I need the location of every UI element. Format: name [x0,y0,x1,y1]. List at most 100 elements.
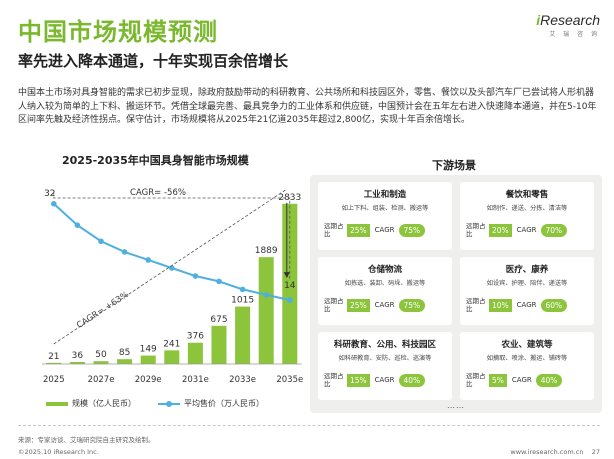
cagr-scale-line [53,189,287,345]
scenario-items: 如设宾、护理、陪伴、递送等 [486,280,568,287]
legend-line-item: 平均售价（万人民币） [158,398,264,409]
legend-bar-item: 规模（亿人民币） [46,398,136,409]
scenario-items: 如摘取、喷涂、搬运、铺砖等 [486,355,568,362]
share-value: 25% [347,223,370,237]
share-label: 远期占比 [466,372,486,388]
scenario-metrics: 远期占比 20% CAGR 70% [466,222,568,238]
share-label: 远期占比 [466,222,486,238]
price-point [287,297,293,303]
cagr-label: CAGR [516,301,537,309]
bar-value-label: 1889 [255,246,278,256]
scenario-title: 餐饮和零售 [505,190,549,200]
price-point [121,249,128,255]
bar-value-label: 376 [187,332,204,342]
bar [258,257,274,364]
price-point [98,238,104,245]
scenario-card: 农业、建筑等 如摘取、喷涂、搬运、铺砖等 远期占比 5% CAGR 40% [460,332,594,400]
scenario-metrics: 远期占比 5% CAGR 40% [466,372,563,388]
footer-divider [18,425,600,426]
price-point [169,265,175,271]
source-note: 来源：专家访谈、艾瑞研究院自主研究及绘制。 [18,436,155,444]
cagr-label: CAGR [374,226,395,234]
copyright: ©2025.10 iResearch Inc. [18,448,99,456]
cagr-value: 70% [540,223,568,237]
downstream-title: 下游场景 [432,159,476,172]
bar-value-label: 85 [119,348,130,358]
price-point [51,201,57,207]
share-label: 远期占比 [324,222,344,238]
scenario-card: 仓储物流 如拣选、装卸、码垛、搬运等 远期占比 25% CAGR 75% [318,257,452,325]
scenario-card: 科研教育、公用、科技园区 如科研教育、安防、巡检、巡演等 远期占比 15% CA… [318,332,452,400]
price-value-label: 32 [44,189,55,199]
bar-value-label: 675 [210,315,227,325]
share-value: 15% [347,373,370,387]
iresearch-logo: iResearch 艾 瑞 咨 询 [536,12,600,38]
share-label: 远期占比 [324,297,344,313]
logo-cn: 艾 瑞 咨 询 [549,31,600,38]
bar-value-label: 1015 [231,296,254,306]
bar-value-label: 241 [163,339,180,349]
scenario-title: 仓储物流 [367,265,402,275]
bar [117,359,133,364]
bar [69,361,85,364]
bar-value-label: 21 [48,352,59,362]
cagr-label: CAGR [374,301,395,309]
scenario-title: 医疗、康养 [505,265,549,275]
x-tick-label: 2035e [276,375,303,385]
legend-line-label: 平均售价（万人民币） [184,399,264,408]
site-url: www.iresearch.com.cn [510,448,584,456]
logo-word: Research [540,12,600,28]
price-point [74,222,81,228]
intro-paragraph: 中国本土市场对具身智能的需求已初步显现，除政府鼓励带动的科研教育、公共场所和科技… [18,88,597,125]
scenario-items: 如科研教育、安防、巡检、巡演等 [338,355,432,362]
scenario-items: 如上下料、组装、检测、搬运等 [341,205,429,212]
x-tick-label: 2027e [88,375,115,385]
page-subtitle: 率先进入降本通道，十年实现百余倍增长 [18,52,289,70]
bar-value-label: 149 [140,345,157,355]
cagr-label: CAGR [516,226,537,234]
cagr-label: CAGR [511,376,532,384]
share-value: 10% [489,298,512,312]
legend-bar-swatch [46,401,68,406]
share-label: 远期占比 [324,372,344,388]
bar [164,350,180,364]
scenario-card: 餐饮和零售 如制作、递送、分拣、清洁等 远期占比 20% CAGR 70% [460,182,594,250]
bar [93,361,109,364]
scenario-card: 医疗、康养 如设宾、护理、陪伴、递送等 远期占比 10% CAGR 60% [460,257,594,325]
price-point [192,273,199,279]
scenario-card: 工业和制造 如上下料、组装、检测、搬运等 远期占比 25% CAGR 75% [318,182,452,250]
cagr-value: 75% [398,298,426,312]
footer-right: www.iresearch.com.cn 27 [510,448,600,456]
chart-legend: 规模（亿人民币） 平均售价（万人民币） [46,398,264,409]
cagr-value: 75% [398,223,426,237]
page-number: 27 [591,448,600,456]
price-point [263,291,270,298]
cagr-price-label: CAGR= -56% [130,188,186,198]
logo-prefix: i [536,12,541,28]
share-value: 25% [347,298,370,312]
more-ellipsis: …… [447,401,465,410]
bar [46,362,62,364]
x-tick-label: 2025 [43,375,65,385]
scenario-metrics: 远期占比 10% CAGR 60% [466,297,568,313]
cagr-value: 60% [540,298,568,312]
scenario-items: 如制作、递送、分拣、清洁等 [486,205,568,212]
price-value-label: 14 [284,281,296,291]
cagr-label: CAGR [374,376,395,384]
share-value: 20% [489,223,512,237]
bar [235,306,251,364]
down-arrow-head [283,272,290,279]
x-tick-label: 2031e [182,375,209,385]
page-title: 中国市场规模预测 [18,18,218,46]
legend-bar-label: 规模（亿人民币） [72,399,136,408]
scenario-title: 科研教育、公用、科技园区 [333,340,436,350]
scenario-metrics: 远期占比 25% CAGR 75% [324,297,426,313]
bar-value-label: 50 [95,350,107,360]
price-point [216,278,222,285]
price-point [145,257,151,263]
bar-value-label: 36 [72,351,84,361]
share-value: 5% [489,373,507,387]
scenario-metrics: 远期占比 15% CAGR 40% [324,372,426,388]
cagr-scale-label: CAGR= +63% [75,290,131,331]
